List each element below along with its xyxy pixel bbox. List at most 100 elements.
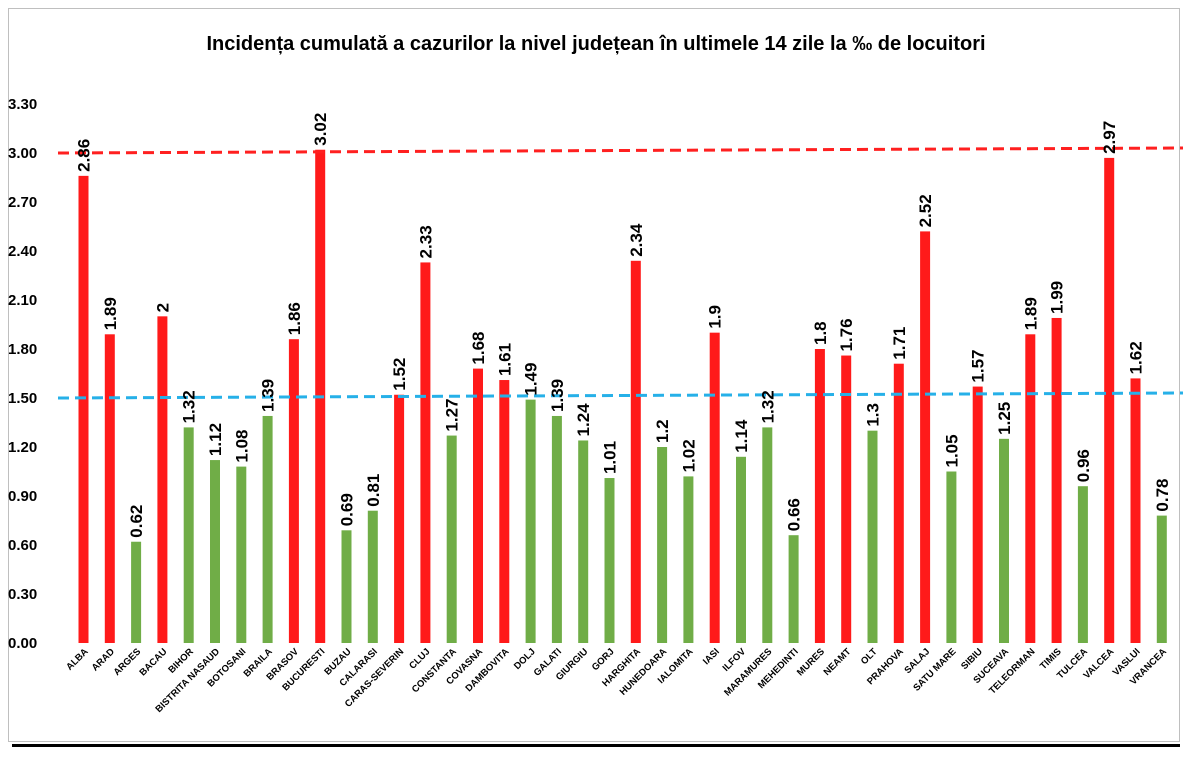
- data-label: 1.08: [232, 430, 251, 463]
- data-label: 1.57: [969, 349, 988, 382]
- bar: [183, 427, 194, 643]
- data-label: 0.69: [338, 493, 357, 526]
- y-tick-label: 2.10: [8, 292, 37, 309]
- data-label: 1.02: [679, 439, 698, 472]
- bar: [288, 339, 299, 643]
- bar: [1077, 486, 1088, 643]
- data-label: 1.27: [443, 398, 462, 431]
- chart-frame: [8, 8, 1180, 742]
- data-label: 2.34: [627, 223, 646, 257]
- y-tick-label: 0.30: [8, 586, 37, 603]
- bar: [341, 530, 352, 643]
- data-label: 1.32: [758, 390, 777, 423]
- bar: [420, 262, 431, 643]
- y-tick-label: 0.90: [8, 488, 37, 505]
- data-label: 1.01: [601, 441, 620, 474]
- bar: [814, 349, 825, 643]
- bar: [893, 363, 904, 643]
- y-tick-label: 3.00: [8, 145, 37, 162]
- data-label: 1.25: [995, 402, 1014, 435]
- data-label: 1.89: [1021, 297, 1040, 330]
- y-axis-ticks: 0.00 0.30 0.60 0.90 1.20 1.50 1.80 2.10 2.40 2.70…: [8, 96, 37, 652]
- y-tick-label: 2.70: [8, 194, 37, 211]
- bar: [78, 175, 89, 643]
- data-label: 2.86: [75, 139, 94, 172]
- bar: [1156, 515, 1167, 643]
- y-tick-label: 0.00: [8, 635, 37, 652]
- bar: [262, 415, 273, 643]
- data-label: 0.96: [1074, 449, 1093, 482]
- data-label: 1.76: [837, 318, 856, 351]
- x-tick-label: ALBA: [64, 646, 91, 673]
- bar: [657, 447, 668, 643]
- data-label: 2.33: [416, 225, 435, 258]
- bar: [551, 415, 562, 643]
- bar: [131, 541, 142, 643]
- y-tick-label: 2.40: [8, 243, 37, 260]
- bar: [473, 368, 483, 643]
- data-label: 1.14: [732, 419, 751, 453]
- x-tick-label: OLT: [859, 646, 880, 667]
- data-label: 1.49: [522, 363, 541, 396]
- data-label: 1.05: [942, 434, 961, 467]
- data-label: 1.12: [206, 423, 225, 456]
- bar: [367, 510, 378, 643]
- data-label: 1.39: [548, 379, 567, 412]
- bottom-rule: [12, 744, 1180, 747]
- bar: [999, 438, 1009, 643]
- bar: [788, 535, 799, 643]
- data-label: 1.99: [1048, 281, 1067, 314]
- bar: [1051, 317, 1062, 643]
- bar: [104, 334, 115, 643]
- threshold-line: [57, 391, 1184, 400]
- y-tick-label: 0.60: [8, 537, 37, 554]
- bar: [920, 231, 931, 643]
- bar: [446, 435, 457, 643]
- bar: [1025, 334, 1036, 643]
- data-label: 2.52: [916, 194, 935, 227]
- data-label: 1.61: [495, 343, 514, 376]
- bar: [972, 386, 983, 643]
- bar: [867, 430, 878, 643]
- data-label: 0.66: [785, 498, 804, 531]
- data-label: 2: [153, 303, 172, 312]
- x-tick-label: IASI: [701, 646, 722, 667]
- data-label: 1.71: [890, 327, 909, 360]
- y-tick-label: 1.80: [8, 341, 37, 358]
- threshold-lines: [57, 146, 1184, 400]
- bar: [604, 478, 615, 643]
- data-label: 2.97: [1100, 121, 1119, 154]
- bar: [709, 332, 720, 643]
- x-tick-label: NEAMT: [822, 646, 854, 678]
- data-label: 1.24: [574, 403, 593, 437]
- bar: [630, 260, 641, 643]
- x-tick-label: MURES: [795, 646, 827, 678]
- bar: [394, 394, 405, 643]
- data-label: 1.3: [864, 403, 883, 427]
- data-label: 1.52: [390, 358, 409, 391]
- data-label: 1.68: [469, 332, 488, 365]
- y-tick-label: 3.30: [8, 96, 37, 113]
- data-label: 1.89: [101, 297, 120, 330]
- bar: [525, 399, 536, 643]
- bar: [157, 316, 168, 643]
- data-label: 1.39: [259, 379, 278, 412]
- bar: [736, 456, 746, 643]
- x-tick-label: BACAU: [137, 646, 169, 678]
- data-labels: 2.86 1.89 0.62 2 1.32 1.12 1.08 1.39 1.86 3.02 0.6…: [75, 113, 1172, 538]
- data-label: 0.62: [127, 505, 146, 538]
- bar: [946, 471, 957, 643]
- x-tick-label: ARGES: [112, 646, 144, 678]
- bar: [1104, 157, 1115, 643]
- data-label: 1.86: [285, 302, 304, 335]
- y-tick-label: 1.50: [8, 390, 37, 407]
- bar: [1130, 378, 1141, 643]
- bars: [78, 149, 1167, 643]
- data-label: 1.8: [811, 321, 830, 345]
- bar: [236, 466, 247, 643]
- data-label: 3.02: [311, 113, 330, 146]
- bar: [762, 427, 773, 643]
- bar: [578, 440, 589, 643]
